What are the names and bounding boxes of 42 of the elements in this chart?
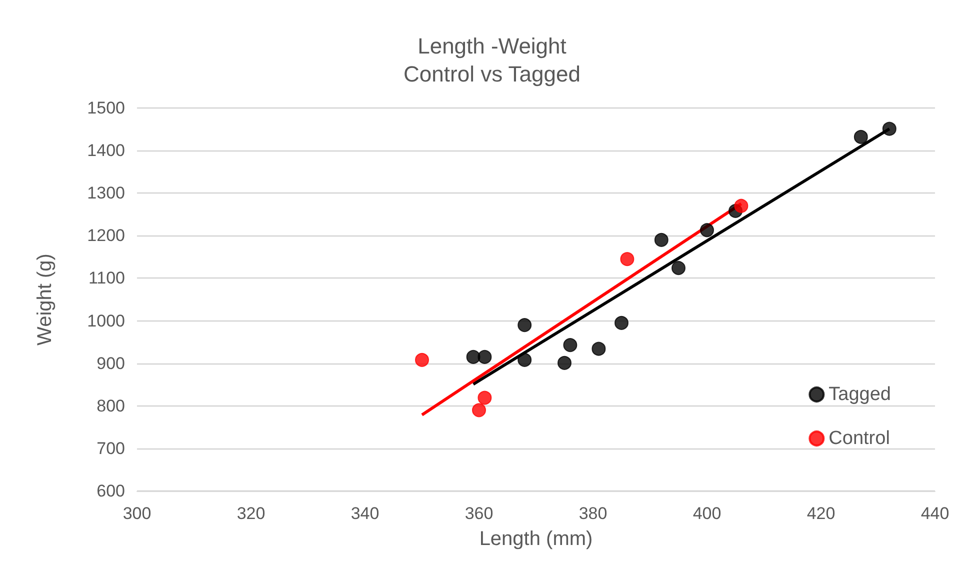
- point: [558, 356, 572, 370]
- point: [854, 130, 868, 144]
- point: [563, 338, 578, 352]
- point: [518, 352, 532, 367]
- point: [734, 198, 748, 213]
- x-tick-label: 440: [920, 504, 950, 523]
- x-tick-label: 300: [122, 504, 152, 523]
- x-tick-label: 360: [464, 504, 494, 523]
- y-axis-title: Weight (g): [34, 254, 56, 346]
- point: [466, 350, 480, 364]
- x-tick-label: 320: [236, 504, 266, 523]
- point: [478, 390, 492, 405]
- chart-subtitle: Control vs Tagged: [404, 62, 580, 86]
- y-tick-label: 800: [96, 396, 125, 416]
- point: [654, 232, 668, 247]
- point: [478, 350, 492, 364]
- y-tick-label: 1500: [87, 98, 125, 118]
- point: [518, 318, 532, 332]
- y-tick-label: 600: [96, 482, 125, 500]
- y-tick-label: 1200: [87, 226, 125, 246]
- y-tick-label: 700: [96, 438, 125, 458]
- y-tick-label: 1400: [87, 141, 125, 160]
- point: [672, 261, 686, 276]
- y-tick-label: 1000: [87, 311, 125, 330]
- y-tick-label: 900: [96, 354, 125, 373]
- x-tick-label: 340: [350, 504, 380, 523]
- point: [592, 342, 606, 356]
- point: [882, 122, 896, 136]
- x-tick-label: 420: [806, 504, 836, 523]
- point: [415, 352, 429, 367]
- point: [700, 223, 714, 238]
- legend-label: Control: [828, 428, 890, 449]
- y-tick-label: 1300: [87, 184, 125, 203]
- point: [614, 316, 628, 330]
- x-tick-label: 400: [692, 504, 722, 523]
- y-tick-label: 1100: [88, 268, 125, 288]
- legend-label: Tagged: [828, 384, 892, 405]
- x-axis-title: Length (mm): [479, 528, 593, 550]
- point: [472, 403, 486, 418]
- x-tick-label: 380: [578, 504, 608, 523]
- point: [620, 252, 634, 266]
- chart-title: Length -Weight: [418, 34, 566, 58]
